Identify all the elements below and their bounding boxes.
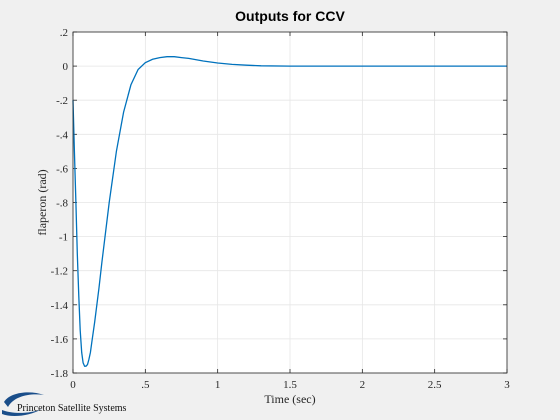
y-tick-label: -.6 xyxy=(56,163,68,175)
x-tick-label: 1.5 xyxy=(283,379,297,391)
y-axis-label: flaperon (rad) xyxy=(35,169,49,235)
y-tick-label: -1.8 xyxy=(51,368,69,380)
y-tick-label: .2 xyxy=(60,27,68,39)
y-tick-label: -1.6 xyxy=(51,334,69,346)
y-tick-label: -1.2 xyxy=(51,266,68,278)
x-tick-label: 2 xyxy=(360,379,366,391)
x-tick-label: 3 xyxy=(504,379,510,391)
y-tick-label: -1 xyxy=(59,232,68,244)
chart-title: Outputs for CCV xyxy=(235,8,345,24)
series-line xyxy=(72,56,507,367)
y-tick-label: -1.4 xyxy=(51,300,69,312)
logo-text: Princeton Satellite Systems xyxy=(17,403,127,414)
x-tick-label: 0 xyxy=(70,379,76,391)
y-tick-label: 0 xyxy=(63,61,69,73)
plot-frame xyxy=(72,31,508,374)
x-tick-label: 2.5 xyxy=(428,379,442,391)
x-tick-labels: 0 .5 1 1.5 2 2.5 3 xyxy=(70,379,510,391)
x-tick-label: 1 xyxy=(215,379,221,391)
y-tick-label: -.4 xyxy=(56,129,68,141)
logo: Princeton Satellite Systems xyxy=(2,392,127,417)
y-tick-label: -.8 xyxy=(56,198,68,210)
y-tick-label: -.2 xyxy=(56,95,68,107)
y-tick-labels: -1.8 -1.6 -1.4 -1.2 -1 -.8 -.6 -.4 -.2 0 .2 xyxy=(51,27,69,380)
logo-swoosh-icon xyxy=(4,392,44,407)
logo-swoosh-icon xyxy=(2,409,42,417)
x-tick-label: .5 xyxy=(141,379,150,391)
x-axis-label: Time (sec) xyxy=(264,392,315,406)
